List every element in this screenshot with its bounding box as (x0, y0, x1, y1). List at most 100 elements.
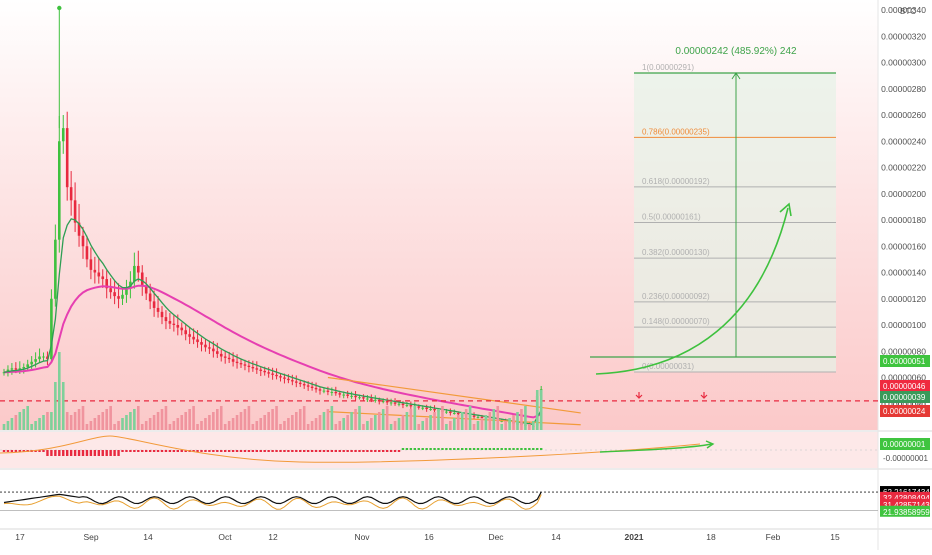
candle-body (101, 276, 105, 280)
oscillator-histogram-bar (137, 450, 140, 452)
candle-body (18, 368, 22, 370)
oscillator-histogram-bar (413, 448, 416, 450)
volume-bar (243, 409, 247, 430)
volume-bar (148, 418, 152, 430)
oscillator-histogram-bar (239, 450, 243, 452)
volume-bar (409, 409, 413, 430)
volume-bar (528, 424, 531, 430)
oscillator-value: 0.00000001 (883, 440, 926, 449)
volume-bar (279, 424, 282, 430)
volume-bar (354, 409, 357, 430)
volume-bar (156, 412, 160, 430)
oscillator-histogram-bar (62, 450, 65, 456)
candle-body (235, 361, 239, 364)
volume-bar (192, 406, 195, 430)
rsi-badge (880, 505, 930, 517)
candle-body (46, 356, 49, 360)
candle-body (271, 373, 274, 375)
oscillator-histogram-bar (318, 450, 322, 452)
candle-body (259, 369, 263, 371)
candle-body (417, 406, 421, 408)
wedge-upper-line (327, 376, 581, 414)
volume-bar (216, 409, 219, 430)
oscillator-histogram-bar (524, 448, 527, 450)
oscillator-histogram-bar (224, 450, 227, 452)
oscillator-histogram-bar (295, 450, 298, 452)
oscillator-histogram-bar (85, 450, 89, 456)
candle-body (330, 391, 334, 393)
volume-bar (453, 418, 456, 430)
oscillator-signal-line (0, 435, 701, 463)
oscillator-histogram-bar (338, 450, 341, 452)
volume-bar (508, 418, 511, 430)
oscillator-histogram-bar (22, 450, 25, 452)
date-tick-label: 14 (551, 532, 561, 542)
oscillator-histogram-bar (2, 450, 6, 452)
volume-bar (370, 418, 373, 430)
candle-body (196, 339, 199, 343)
volume-bar (144, 421, 148, 430)
oscillator-histogram-bar (50, 450, 53, 456)
volume-bar (472, 424, 476, 430)
candle-body (231, 359, 235, 362)
volume-bar (433, 412, 436, 430)
price-badge-label: 0.00000024 (883, 407, 926, 416)
volume-bar (334, 424, 338, 430)
volume-bar (152, 415, 156, 430)
volume-bar (46, 412, 49, 430)
volume-bar (69, 415, 73, 430)
candle-body (346, 394, 349, 396)
volume-bar (405, 412, 409, 430)
oscillator-histogram-bar (156, 450, 160, 452)
volume-bar (34, 421, 37, 430)
volume-bar (129, 412, 132, 430)
oscillator-histogram-bar (105, 450, 108, 456)
volume-bar (121, 418, 124, 430)
oscillator-histogram-bar (204, 450, 207, 452)
candle-body (291, 380, 294, 382)
volume-bar (362, 424, 365, 430)
volume-bar (488, 412, 492, 430)
oscillator-histogram-bar (129, 450, 132, 452)
date-tick-label: Sep (83, 532, 98, 542)
oscillator-value-secondary: -0.00000001 (883, 454, 928, 463)
candle-body (283, 377, 286, 379)
oscillator-histogram-bar (81, 450, 85, 456)
oscillator-histogram-bar (532, 448, 535, 450)
volume-bar (350, 412, 353, 430)
oscillator-histogram-bar (362, 450, 365, 452)
candle-body (113, 292, 116, 297)
date-tick-label: 2021 (625, 532, 644, 542)
oscillator-histogram-bar (263, 450, 266, 452)
candle-body (453, 412, 456, 414)
rsi-badge (880, 486, 930, 498)
oscillator-histogram-bar (212, 450, 215, 452)
volume-bar (535, 390, 539, 430)
price-tick-label: 0.00000100 (881, 320, 926, 330)
oscillator-histogram-bar (409, 448, 413, 450)
quote-currency-label: BTC (900, 7, 916, 16)
volume-bar (322, 412, 326, 430)
oscillator-histogram-bar (449, 448, 452, 450)
date-tick-label: Feb (766, 532, 781, 542)
oscillator-histogram-bar (113, 450, 116, 456)
oscillator-histogram-bar (271, 450, 274, 452)
volume-bar (302, 406, 306, 430)
volume-bar (464, 409, 468, 430)
oscillator-histogram-bar (117, 450, 120, 456)
candle-body (85, 246, 89, 260)
oscillator-histogram-bar (480, 448, 484, 450)
candle-body (200, 342, 203, 345)
candle-body (223, 356, 227, 358)
oscillator-histogram-bar (370, 450, 373, 452)
candle-body (366, 398, 369, 400)
oscillator-histogram-bar (385, 450, 389, 452)
price-tick-label: 0.00000340 (881, 5, 926, 15)
candle-body (208, 347, 211, 349)
fib-level-label: 1(0.00000291) (642, 63, 694, 72)
volume-bar (512, 415, 515, 430)
oscillator-histogram-bar (342, 450, 345, 452)
volume-bar (342, 418, 345, 430)
volume-bar (366, 421, 369, 430)
